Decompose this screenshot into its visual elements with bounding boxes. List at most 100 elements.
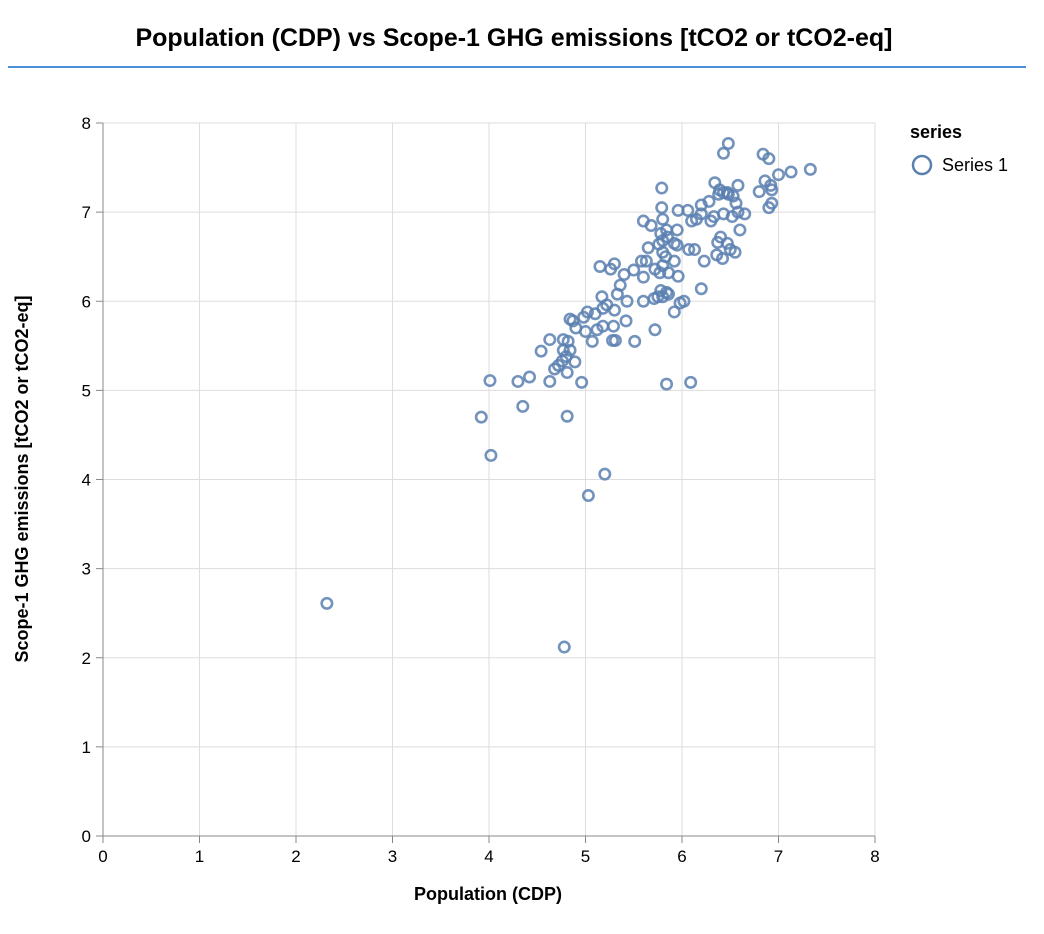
x-tick-label: 1: [195, 847, 204, 866]
x-tick-label: 5: [581, 847, 590, 866]
data-point: [320, 596, 334, 610]
data-point: [653, 266, 667, 280]
data-point: [619, 314, 633, 328]
data-point: [670, 223, 684, 237]
x-tick-label: 8: [870, 847, 879, 866]
y-tick-label: 3: [82, 560, 91, 579]
y-tick-label: 2: [82, 649, 91, 668]
data-point: [681, 203, 695, 217]
x-tick-label: 3: [388, 847, 397, 866]
data-point: [684, 375, 698, 389]
data-point: [716, 146, 730, 160]
data-point: [575, 375, 589, 389]
legend-marker-icon: [911, 154, 933, 176]
data-point: [627, 263, 641, 277]
data-point: [655, 181, 669, 195]
data-point: [656, 212, 670, 226]
x-tick-label: 2: [291, 847, 300, 866]
legend: series Series 1: [910, 122, 1008, 176]
y-tick-label: 1: [82, 738, 91, 757]
y-axis-title: Scope-1 GHG emissions [tCO2 or tCO2-eq]: [12, 295, 32, 662]
data-point: [720, 186, 734, 200]
data-point: [595, 290, 609, 304]
data-point: [702, 194, 716, 208]
data-point: [682, 243, 696, 257]
title-divider: [8, 66, 1026, 68]
data-point: [694, 207, 708, 221]
data-point: [634, 254, 648, 268]
data-point: [620, 294, 634, 308]
y-tick-label: 5: [82, 381, 91, 400]
data-point: [523, 370, 537, 384]
data-point: [560, 366, 574, 380]
data-point: [716, 251, 730, 265]
y-tick-label: 8: [82, 114, 91, 133]
data-point: [644, 218, 658, 232]
data-point: [721, 136, 735, 150]
legend-title: series: [910, 122, 962, 142]
data-point: [655, 201, 669, 215]
axes: 0 1 2 3 4 5 6 7 8 0 1 2 3 4 5 6 7 8: [82, 114, 880, 866]
data-point: [752, 185, 766, 199]
data-point: [667, 305, 681, 319]
data-point: [585, 334, 599, 348]
data-point: [581, 489, 595, 503]
x-axis-title: Population (CDP): [414, 884, 562, 904]
data-point: [728, 245, 742, 259]
data-point: [580, 305, 594, 319]
data-point: [636, 270, 650, 284]
data-point: [733, 223, 747, 237]
data-point: [660, 377, 674, 391]
data-point: [671, 269, 685, 283]
data-point: [803, 162, 817, 176]
chart-title: Population (CDP) vs Scope-1 GHG emission…: [135, 24, 893, 52]
data-point: [483, 374, 497, 388]
data-point: [474, 410, 488, 424]
data-point: [762, 152, 776, 166]
data-point: [639, 254, 653, 268]
data-point: [713, 183, 727, 197]
data-point: [697, 254, 711, 268]
data-point: [578, 325, 592, 339]
data-point: [511, 374, 525, 388]
data-point: [606, 319, 620, 333]
data-point: [516, 399, 530, 413]
grid-lines: [102, 122, 876, 837]
data-point: [688, 243, 702, 257]
data-point: [648, 323, 662, 337]
y-tick-label: 7: [82, 203, 91, 222]
y-tick-label: 6: [82, 292, 91, 311]
data-point: [607, 257, 621, 271]
x-tick-label: 6: [677, 847, 686, 866]
data-point: [628, 334, 642, 348]
data-point: [641, 241, 655, 255]
data-point: [694, 282, 708, 296]
data-point: [561, 334, 575, 348]
x-tick-label: 4: [484, 847, 493, 866]
data-point: [593, 259, 607, 273]
data-point: [598, 467, 612, 481]
legend-series-label: Series 1: [942, 155, 1008, 175]
data-point: [729, 196, 743, 210]
data-point: [543, 374, 557, 388]
data-points: [320, 136, 817, 654]
data-point: [654, 284, 668, 298]
data-point: [484, 448, 498, 462]
data-point: [731, 178, 745, 192]
y-tick-label: 4: [82, 471, 91, 490]
data-point: [613, 278, 627, 292]
data-point: [765, 196, 779, 210]
data-point: [738, 207, 752, 221]
data-point: [659, 250, 673, 264]
data-point: [543, 333, 557, 347]
data-point: [765, 183, 779, 197]
y-tick-label: 0: [82, 827, 91, 846]
x-tick-label: 0: [98, 847, 107, 866]
data-point: [670, 238, 684, 252]
data-point: [660, 285, 674, 299]
data-point: [720, 236, 734, 250]
data-point: [784, 165, 798, 179]
data-point: [771, 168, 785, 182]
data-point: [534, 344, 548, 358]
